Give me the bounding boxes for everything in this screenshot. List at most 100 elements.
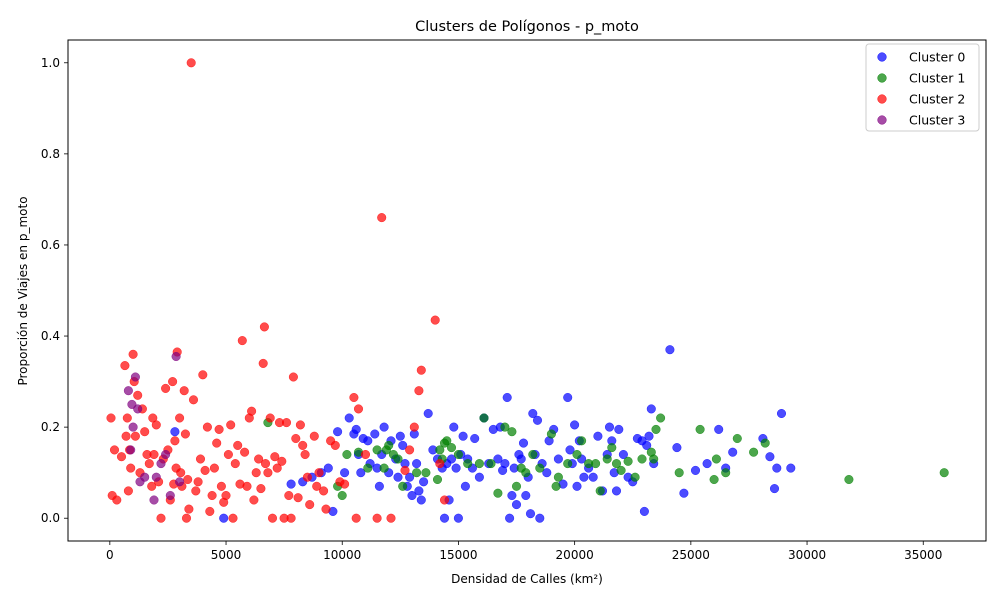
data-point bbox=[639, 506, 649, 516]
data-point bbox=[209, 463, 219, 473]
data-point bbox=[377, 213, 387, 223]
data-point bbox=[195, 454, 206, 464]
data-point bbox=[156, 513, 166, 523]
data-point bbox=[409, 422, 419, 432]
data-point bbox=[414, 386, 424, 396]
data-point bbox=[130, 431, 140, 441]
data-point bbox=[123, 486, 133, 496]
x-tick-label: 10000 bbox=[323, 548, 361, 562]
data-point bbox=[126, 463, 136, 473]
data-point bbox=[193, 477, 203, 487]
data-point bbox=[474, 472, 484, 482]
data-point bbox=[223, 449, 233, 460]
data-point bbox=[360, 449, 371, 460]
data-point bbox=[563, 392, 573, 403]
data-point bbox=[305, 500, 315, 510]
data-point bbox=[356, 468, 366, 478]
x-axis-label: Densidad de Calles (km²) bbox=[451, 572, 603, 586]
data-point bbox=[242, 481, 252, 491]
x-tick-label: 15000 bbox=[439, 548, 477, 562]
data-point bbox=[435, 445, 445, 455]
data-point bbox=[646, 404, 656, 414]
data-point bbox=[463, 459, 473, 469]
data-point bbox=[651, 424, 661, 434]
data-point bbox=[156, 459, 166, 469]
data-point bbox=[109, 445, 120, 455]
data-point bbox=[623, 456, 633, 466]
data-point bbox=[502, 392, 512, 403]
data-point bbox=[149, 495, 159, 505]
data-point bbox=[711, 454, 721, 464]
data-point bbox=[230, 459, 240, 469]
data-point bbox=[205, 506, 215, 516]
data-point bbox=[344, 413, 354, 423]
data-point bbox=[572, 481, 582, 491]
data-point bbox=[181, 513, 192, 523]
data-point bbox=[419, 477, 429, 487]
data-point bbox=[128, 349, 138, 359]
data-point bbox=[202, 422, 212, 432]
data-point bbox=[611, 486, 622, 496]
data-point bbox=[721, 468, 731, 478]
data-point bbox=[423, 408, 433, 419]
data-point bbox=[351, 513, 361, 523]
data-point bbox=[170, 427, 180, 437]
data-point bbox=[690, 465, 701, 475]
data-point bbox=[453, 449, 463, 460]
data-point bbox=[398, 481, 408, 491]
data-point bbox=[665, 345, 675, 355]
data-point bbox=[546, 429, 556, 439]
data-point bbox=[844, 474, 854, 485]
data-point bbox=[602, 454, 612, 464]
data-point bbox=[460, 481, 470, 491]
data-point bbox=[379, 422, 389, 432]
data-point bbox=[414, 486, 424, 496]
y-tick-label: 0.0 bbox=[41, 511, 60, 525]
data-point bbox=[572, 449, 582, 460]
data-point bbox=[170, 436, 180, 446]
data-point bbox=[188, 395, 199, 405]
data-point bbox=[511, 481, 522, 491]
data-point bbox=[212, 438, 222, 448]
data-point bbox=[247, 406, 257, 416]
data-point bbox=[553, 454, 563, 464]
data-point bbox=[151, 420, 161, 430]
data-point bbox=[386, 513, 396, 523]
data-point bbox=[479, 413, 489, 423]
data-point bbox=[505, 513, 515, 523]
data-point bbox=[374, 481, 384, 491]
data-point bbox=[769, 484, 780, 494]
data-point bbox=[579, 472, 589, 482]
data-point bbox=[330, 440, 340, 450]
data-point bbox=[226, 420, 236, 430]
data-point bbox=[363, 436, 373, 446]
data-point bbox=[284, 490, 294, 501]
data-point bbox=[588, 472, 598, 482]
data-point bbox=[333, 427, 343, 437]
data-point bbox=[149, 449, 159, 460]
data-point bbox=[405, 445, 415, 455]
data-point bbox=[474, 459, 484, 469]
data-point bbox=[293, 493, 303, 503]
data-point bbox=[309, 431, 319, 441]
data-point bbox=[760, 438, 770, 448]
data-point bbox=[140, 427, 150, 437]
data-point bbox=[372, 513, 382, 523]
data-point bbox=[240, 447, 250, 457]
data-point bbox=[702, 459, 712, 469]
data-point bbox=[516, 454, 526, 464]
data-point bbox=[611, 459, 622, 469]
data-point bbox=[535, 513, 545, 523]
data-point bbox=[221, 490, 231, 501]
data-point bbox=[295, 420, 305, 430]
data-point bbox=[363, 463, 373, 473]
data-point bbox=[439, 495, 450, 505]
data-point bbox=[180, 429, 190, 439]
data-point bbox=[216, 481, 226, 491]
legend-label: Cluster 0 bbox=[909, 50, 965, 65]
data-point bbox=[270, 452, 280, 462]
x-tick-label: 20000 bbox=[556, 548, 594, 562]
y-tick-label: 0.8 bbox=[41, 147, 60, 161]
data-point bbox=[302, 472, 312, 482]
